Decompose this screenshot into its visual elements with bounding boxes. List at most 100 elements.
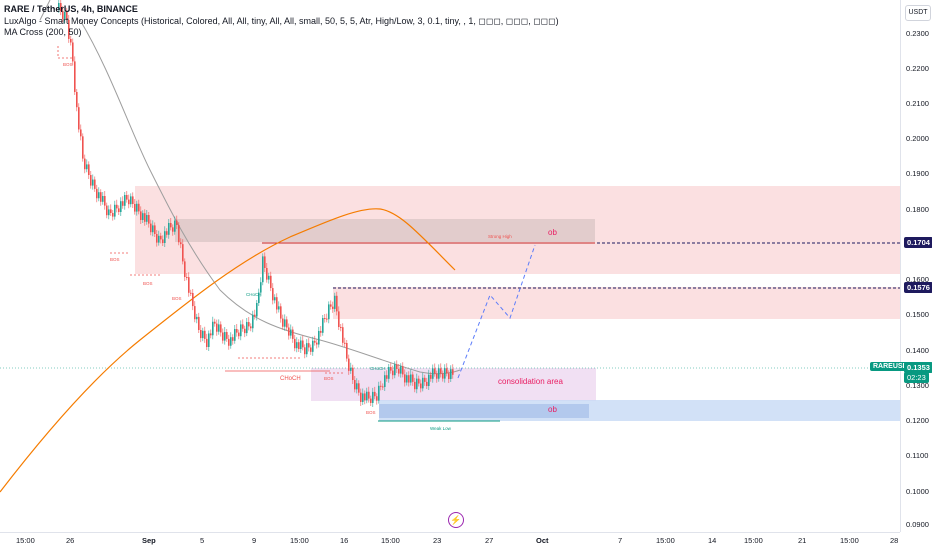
candle-body — [412, 374, 414, 382]
candle-body — [358, 383, 360, 393]
candle-body — [328, 304, 330, 320]
level-badge-0.1704: 0.1704 — [904, 237, 932, 248]
candle-body — [368, 391, 370, 399]
candle-body — [204, 330, 206, 339]
time-tick: 15:00 — [840, 536, 859, 545]
time-scale[interactable] — [0, 532, 900, 551]
candle-body — [200, 330, 202, 339]
candle-body — [302, 340, 304, 348]
candle-body — [66, 11, 68, 20]
symbol-title[interactable]: RARE / TetherUS, 4h, BINANCE — [4, 4, 138, 14]
candle-body — [330, 304, 332, 307]
candle-body — [192, 293, 194, 307]
candle-body — [426, 381, 428, 386]
candle-body — [266, 268, 268, 280]
candle-body — [100, 192, 102, 202]
candle-body — [184, 261, 186, 277]
candle-body — [64, 11, 66, 20]
candle-body — [326, 318, 328, 320]
candle-body — [306, 343, 308, 355]
candle-body — [390, 367, 392, 371]
time-tick: 15:00 — [290, 536, 309, 545]
candle-body — [224, 332, 226, 341]
candle-body — [430, 374, 432, 379]
candle-body — [342, 327, 344, 343]
candle-body — [268, 275, 270, 280]
candle-body — [278, 306, 280, 310]
candle-body — [452, 369, 454, 375]
order-block-lower — [379, 404, 589, 418]
bos-label-2: BOS — [110, 257, 120, 262]
candle-body — [442, 373, 444, 379]
candle-body — [338, 311, 340, 327]
lightning-icon[interactable]: ⚡ — [448, 512, 464, 528]
consolidation-label: consolidation area — [498, 377, 563, 386]
candle-body — [440, 368, 442, 374]
candle-body — [250, 326, 252, 329]
price-tick: 0.1500 — [906, 310, 929, 319]
candle-body — [320, 330, 322, 333]
candle-body — [348, 358, 350, 371]
candle-body — [356, 383, 358, 390]
candle-body — [282, 318, 284, 327]
chart-legend: RARE / TetherUS, 4h, BINANCE LuxAlgo - S… — [4, 4, 559, 39]
candle-body — [186, 277, 188, 278]
candle-body — [308, 343, 310, 348]
indicator-smc[interactable]: LuxAlgo - Smart Money Concepts (Historic… — [4, 15, 559, 26]
choch-label-3: CHoCH — [370, 366, 386, 371]
candle-body — [450, 369, 452, 379]
candle-body — [418, 378, 420, 384]
candle-body — [178, 225, 180, 243]
candle-body — [230, 337, 232, 346]
candle-body — [196, 316, 198, 320]
candle-body — [364, 393, 366, 401]
candle-body — [240, 324, 242, 337]
candle-body — [158, 235, 160, 243]
candle-body — [94, 179, 96, 189]
candle-body — [214, 321, 216, 324]
candle-body — [238, 332, 240, 337]
candle-body — [180, 242, 182, 245]
strong-high-label: Strong High — [488, 234, 512, 239]
candle-body — [228, 338, 230, 346]
candle-body — [80, 129, 82, 137]
time-tick: 16 — [340, 536, 349, 545]
candle-body — [120, 201, 122, 212]
candle-body — [198, 316, 200, 330]
candle-body — [136, 203, 138, 212]
candle-body — [286, 319, 288, 328]
candle-body — [324, 318, 326, 319]
candle-body — [346, 343, 348, 359]
candle-body — [144, 213, 146, 222]
candle-body — [400, 366, 402, 374]
candle-body — [262, 256, 264, 283]
price-scale[interactable] — [900, 0, 932, 532]
candle-body — [424, 377, 426, 382]
candle-body — [152, 225, 154, 233]
indicator-ma-cross[interactable]: MA Cross (200, 50) — [4, 27, 82, 37]
candle-body — [256, 303, 258, 317]
chart-canvas[interactable]: ob ob consolidation area Strong High Wea… — [0, 0, 900, 532]
candle-body — [74, 61, 76, 92]
candle-body — [150, 223, 152, 233]
candle-body — [212, 321, 214, 336]
projection-path — [457, 244, 536, 379]
bos-label-3: BOS — [143, 281, 153, 286]
candle-body — [310, 347, 312, 352]
candle-body — [436, 373, 438, 379]
symbol-badge: RAREUSDT — [870, 362, 915, 371]
currency-button[interactable]: USDT — [905, 5, 931, 21]
price-tick: 0.1100 — [906, 451, 929, 460]
candle-body — [416, 378, 418, 390]
ma-fast-line — [39, 0, 461, 375]
candle-body — [420, 383, 422, 389]
candle-body — [448, 373, 450, 379]
candle-body — [190, 292, 192, 294]
price-chart[interactable] — [0, 0, 900, 532]
candle-body — [404, 374, 406, 383]
candle-body — [396, 364, 398, 369]
candle-body — [336, 295, 338, 312]
price-tick: 0.1400 — [906, 346, 929, 355]
time-tick: 23 — [433, 536, 442, 545]
candle-body — [438, 368, 440, 379]
